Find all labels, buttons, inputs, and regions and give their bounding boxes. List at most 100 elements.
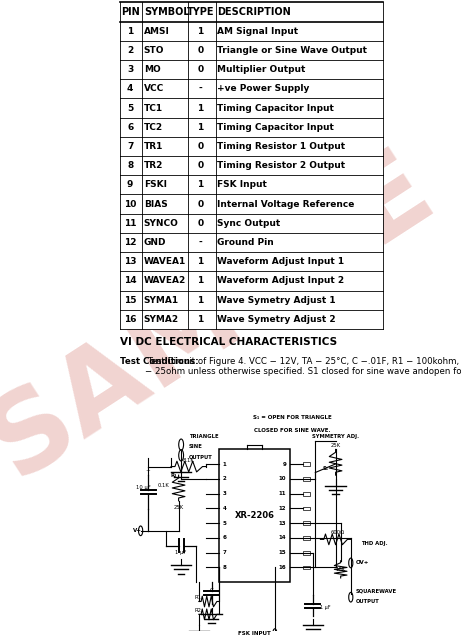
Bar (303, 521, 310, 525)
Text: 1: 1 (197, 315, 204, 324)
Bar (120, 252, 384, 271)
Bar (120, 79, 384, 98)
Text: 0: 0 (197, 218, 203, 228)
Text: 3: 3 (223, 491, 227, 496)
Text: 8: 8 (223, 565, 227, 570)
Text: 7: 7 (127, 142, 133, 151)
Text: AMSI: AMSI (144, 27, 170, 36)
Text: Test Conditions:: Test Conditions: (120, 357, 199, 366)
Text: R2: R2 (195, 608, 201, 613)
Text: 14: 14 (124, 276, 136, 285)
Bar (303, 551, 310, 555)
Text: 1: 1 (197, 27, 204, 36)
Text: 5: 5 (223, 520, 227, 526)
Text: MO: MO (144, 65, 160, 74)
Bar (120, 156, 384, 175)
Bar (120, 3, 384, 22)
Bar (120, 41, 384, 60)
Bar (120, 290, 384, 310)
Text: 2: 2 (127, 46, 133, 55)
Text: Timing Resistor 1 Output: Timing Resistor 1 Output (217, 142, 345, 151)
Text: R1: R1 (195, 595, 201, 599)
Text: 8: 8 (127, 161, 133, 170)
Text: 10 µF: 10 µF (136, 485, 150, 490)
Text: FSK INPUT: FSK INPUT (238, 631, 271, 636)
Text: 4: 4 (127, 84, 133, 93)
Bar (120, 118, 384, 137)
Text: 13: 13 (278, 520, 286, 526)
Text: 9: 9 (282, 462, 286, 467)
Text: 1: 1 (127, 27, 133, 36)
Text: SQUAREWAVE: SQUAREWAVE (356, 589, 397, 593)
Text: 7: 7 (223, 550, 227, 555)
Text: 11: 11 (124, 218, 136, 228)
Bar (120, 137, 384, 156)
Text: 10: 10 (124, 199, 136, 208)
Text: STO: STO (144, 46, 165, 55)
Text: 1 µF: 1 µF (176, 550, 187, 555)
Text: 1: 1 (197, 296, 204, 304)
Bar (120, 213, 384, 233)
Text: SYNCO: SYNCO (144, 218, 179, 228)
Text: 15: 15 (278, 550, 286, 555)
Text: 0.1K: 0.1K (158, 483, 169, 489)
Text: 9: 9 (127, 180, 133, 189)
Text: WAVEA2: WAVEA2 (144, 276, 186, 285)
Text: TR1: TR1 (144, 142, 163, 151)
Text: Wave Symetry Adjust 2: Wave Symetry Adjust 2 (217, 315, 336, 324)
Bar (219, 450, 290, 582)
Text: TC1: TC1 (144, 103, 163, 113)
Text: 6: 6 (127, 123, 133, 132)
Text: Wave Symetry Adjust 1: Wave Symetry Adjust 1 (217, 296, 336, 304)
Text: Internal Voltage Reference: Internal Voltage Reference (217, 199, 355, 208)
Bar (120, 310, 384, 329)
Text: 3: 3 (127, 65, 133, 74)
Text: FSK Input: FSK Input (217, 180, 267, 189)
Text: 1: 1 (197, 180, 204, 189)
Text: 5: 5 (127, 103, 133, 113)
Text: 25K: 25K (331, 443, 341, 448)
Text: SYMA1: SYMA1 (144, 296, 179, 304)
Text: OUTPUT: OUTPUT (189, 455, 213, 460)
Bar (303, 462, 310, 466)
Text: 4: 4 (223, 506, 227, 511)
Text: Sync Output: Sync Output (217, 218, 280, 228)
Text: 2: 2 (223, 476, 227, 482)
Text: GND: GND (144, 238, 166, 247)
Text: Waveform Adjust Input 2: Waveform Adjust Input 2 (217, 276, 344, 285)
Text: -: - (199, 238, 202, 247)
Text: Test Circuit of Figure 4. VCC − 12V, TA − 25°C, C −.01F, R1 − 100kohm, R2 − 10ko: Test Circuit of Figure 4. VCC − 12V, TA … (145, 357, 461, 376)
Text: 1 µF: 1 µF (320, 605, 331, 610)
Text: 0: 0 (197, 161, 203, 170)
Bar (303, 506, 310, 510)
Text: SYMBOL: SYMBOL (144, 7, 189, 17)
Text: 11: 11 (279, 491, 286, 496)
Bar (303, 536, 310, 540)
Text: TC2: TC2 (144, 123, 163, 132)
Bar (120, 60, 384, 79)
Text: TYPE: TYPE (187, 7, 214, 17)
Text: 8.1K: 8.1K (183, 457, 195, 462)
Text: 1: 1 (223, 462, 227, 467)
Text: 10: 10 (279, 476, 286, 482)
Bar (303, 566, 310, 569)
Text: VCC: VCC (144, 84, 164, 93)
Text: PIN: PIN (121, 7, 140, 17)
Text: 0: 0 (197, 142, 203, 151)
Text: 1: 1 (197, 257, 204, 266)
Bar (120, 233, 384, 252)
Text: 12: 12 (279, 506, 286, 511)
Bar (120, 194, 384, 213)
Bar (120, 98, 384, 118)
Text: DESCRIPTION: DESCRIPTION (217, 7, 291, 17)
Text: 16: 16 (278, 565, 286, 570)
Bar (303, 477, 310, 481)
Text: Timing Capacitor Input: Timing Capacitor Input (217, 123, 334, 132)
Text: 15: 15 (124, 296, 136, 304)
Text: Multiplier Output: Multiplier Output (217, 65, 305, 74)
Text: TR2: TR2 (144, 161, 163, 170)
Text: WAVEA1: WAVEA1 (144, 257, 186, 266)
Text: 1: 1 (197, 103, 204, 113)
Text: +ve Power Supply: +ve Power Supply (217, 84, 309, 93)
Text: SINE: SINE (189, 444, 203, 449)
